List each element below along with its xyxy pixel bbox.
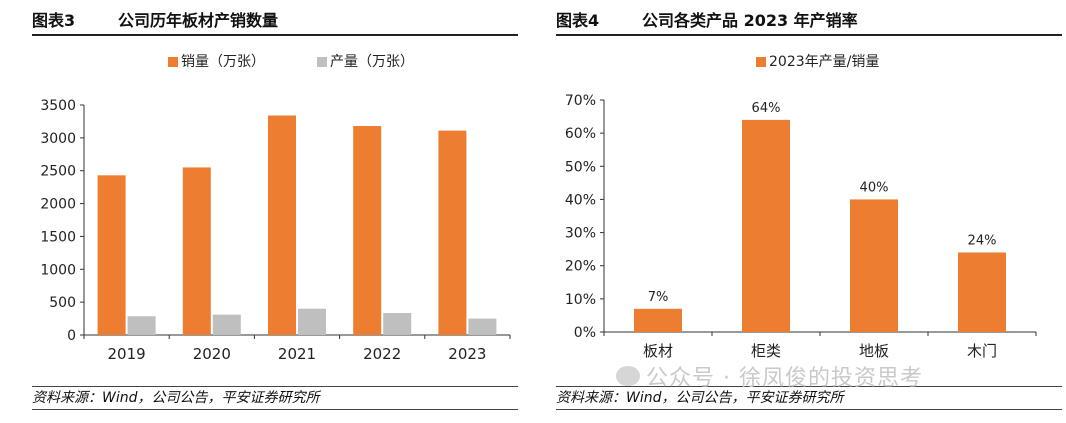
watermark-text: 公众号 · 徐凤俊的投资思考: [646, 366, 923, 391]
watermark: 公众号 · 徐凤俊的投资思考: [616, 360, 923, 392]
chart-title-bar: 图表4 公司各类产品 2023 年产销率: [556, 8, 1062, 36]
y-tick-label: 500: [49, 295, 76, 311]
bar: [268, 115, 296, 335]
legend-swatch: [317, 57, 327, 67]
y-tick-label: 1000: [40, 262, 76, 278]
y-tick-label: 2000: [40, 197, 76, 213]
bar: [97, 175, 126, 335]
x-tick-label: 2020: [193, 345, 231, 363]
y-tick-label: 50%: [565, 159, 596, 175]
x-tick-label: 2023: [448, 345, 486, 363]
legend-label: 销量（万张）: [181, 54, 265, 70]
sales-production-bar-chart: 销量（万张） 产量（万张） 0 500 1000 1500 2000 2500 3000 3500…: [40, 54, 511, 363]
y-tick-label: 2500: [40, 164, 76, 180]
y-tick-label: 0%: [574, 325, 596, 341]
data-label: 64%: [752, 101, 781, 116]
y-tick-label: 20%: [565, 259, 596, 275]
legend-label: 2023年产量/销量: [769, 54, 879, 70]
y-tick-label: 30%: [565, 226, 596, 242]
data-label: 7%: [648, 290, 669, 305]
bar: [127, 316, 156, 335]
legend-swatch: [756, 57, 766, 67]
x-tick-label: 板材: [643, 342, 673, 360]
y-tick-label: 3500: [40, 98, 76, 114]
chart-title-bar: 图表3 公司历年板材产销数量: [32, 8, 518, 36]
x-tick-label: 2021: [278, 345, 316, 363]
bar: [634, 308, 682, 332]
y-tick-label: 70%: [565, 93, 596, 109]
y-tick-label: 3000: [40, 131, 76, 147]
bar: [182, 167, 211, 335]
wechat-icon: [616, 366, 640, 386]
legend-label: 产量（万张）: [330, 54, 414, 70]
source-note: 资料来源：Wind，公司公告，平安证券研究所: [32, 386, 518, 410]
x-tick-label: 柜类: [751, 342, 781, 360]
bar: [383, 312, 412, 335]
chart-title: 公司各类产品 2023 年产销率: [642, 11, 858, 30]
data-label: 24%: [968, 233, 997, 248]
chart-title: 公司历年板材产销数量: [118, 11, 279, 30]
y-tick-label: 40%: [565, 192, 596, 208]
y-tick-label: 60%: [565, 126, 596, 142]
bar: [212, 314, 241, 335]
bar: [298, 308, 326, 335]
bar: [958, 252, 1006, 332]
x-tick-label: 木门: [967, 342, 997, 360]
y-tick-label: 0: [67, 328, 76, 344]
figure-number: 图表3: [32, 11, 76, 30]
x-tick-label: 地板: [859, 342, 889, 360]
bar: [438, 130, 467, 335]
right-chart-panel: 图表4 公司各类产品 2023 年产销率 2023年产量/销量 0% 10% 20% 30…: [552, 0, 1066, 423]
y-tick-label: 10%: [565, 292, 596, 308]
production-sales-ratio-bar-chart: 2023年产量/销量 0% 10% 20% 30% 40% 50% 60% 70% 板材 7% 柜类 6…: [565, 54, 1037, 360]
bar: [742, 119, 790, 332]
legend-swatch: [168, 57, 178, 67]
y-tick-label: 1500: [40, 229, 76, 245]
data-label: 40%: [860, 180, 889, 195]
bar: [353, 126, 382, 336]
source-note: 资料来源：Wind，公司公告，平安证券研究所: [556, 386, 1062, 410]
left-chart-panel: 图表3 公司历年板材产销数量 销量（万张） 产量（万张） 0 500 1000 1500 20…: [0, 0, 520, 423]
bar: [468, 318, 497, 335]
bar: [850, 199, 898, 332]
figure-number: 图表4: [556, 11, 600, 30]
x-tick-label: 2022: [363, 345, 401, 363]
x-tick-label: 2019: [108, 345, 146, 363]
